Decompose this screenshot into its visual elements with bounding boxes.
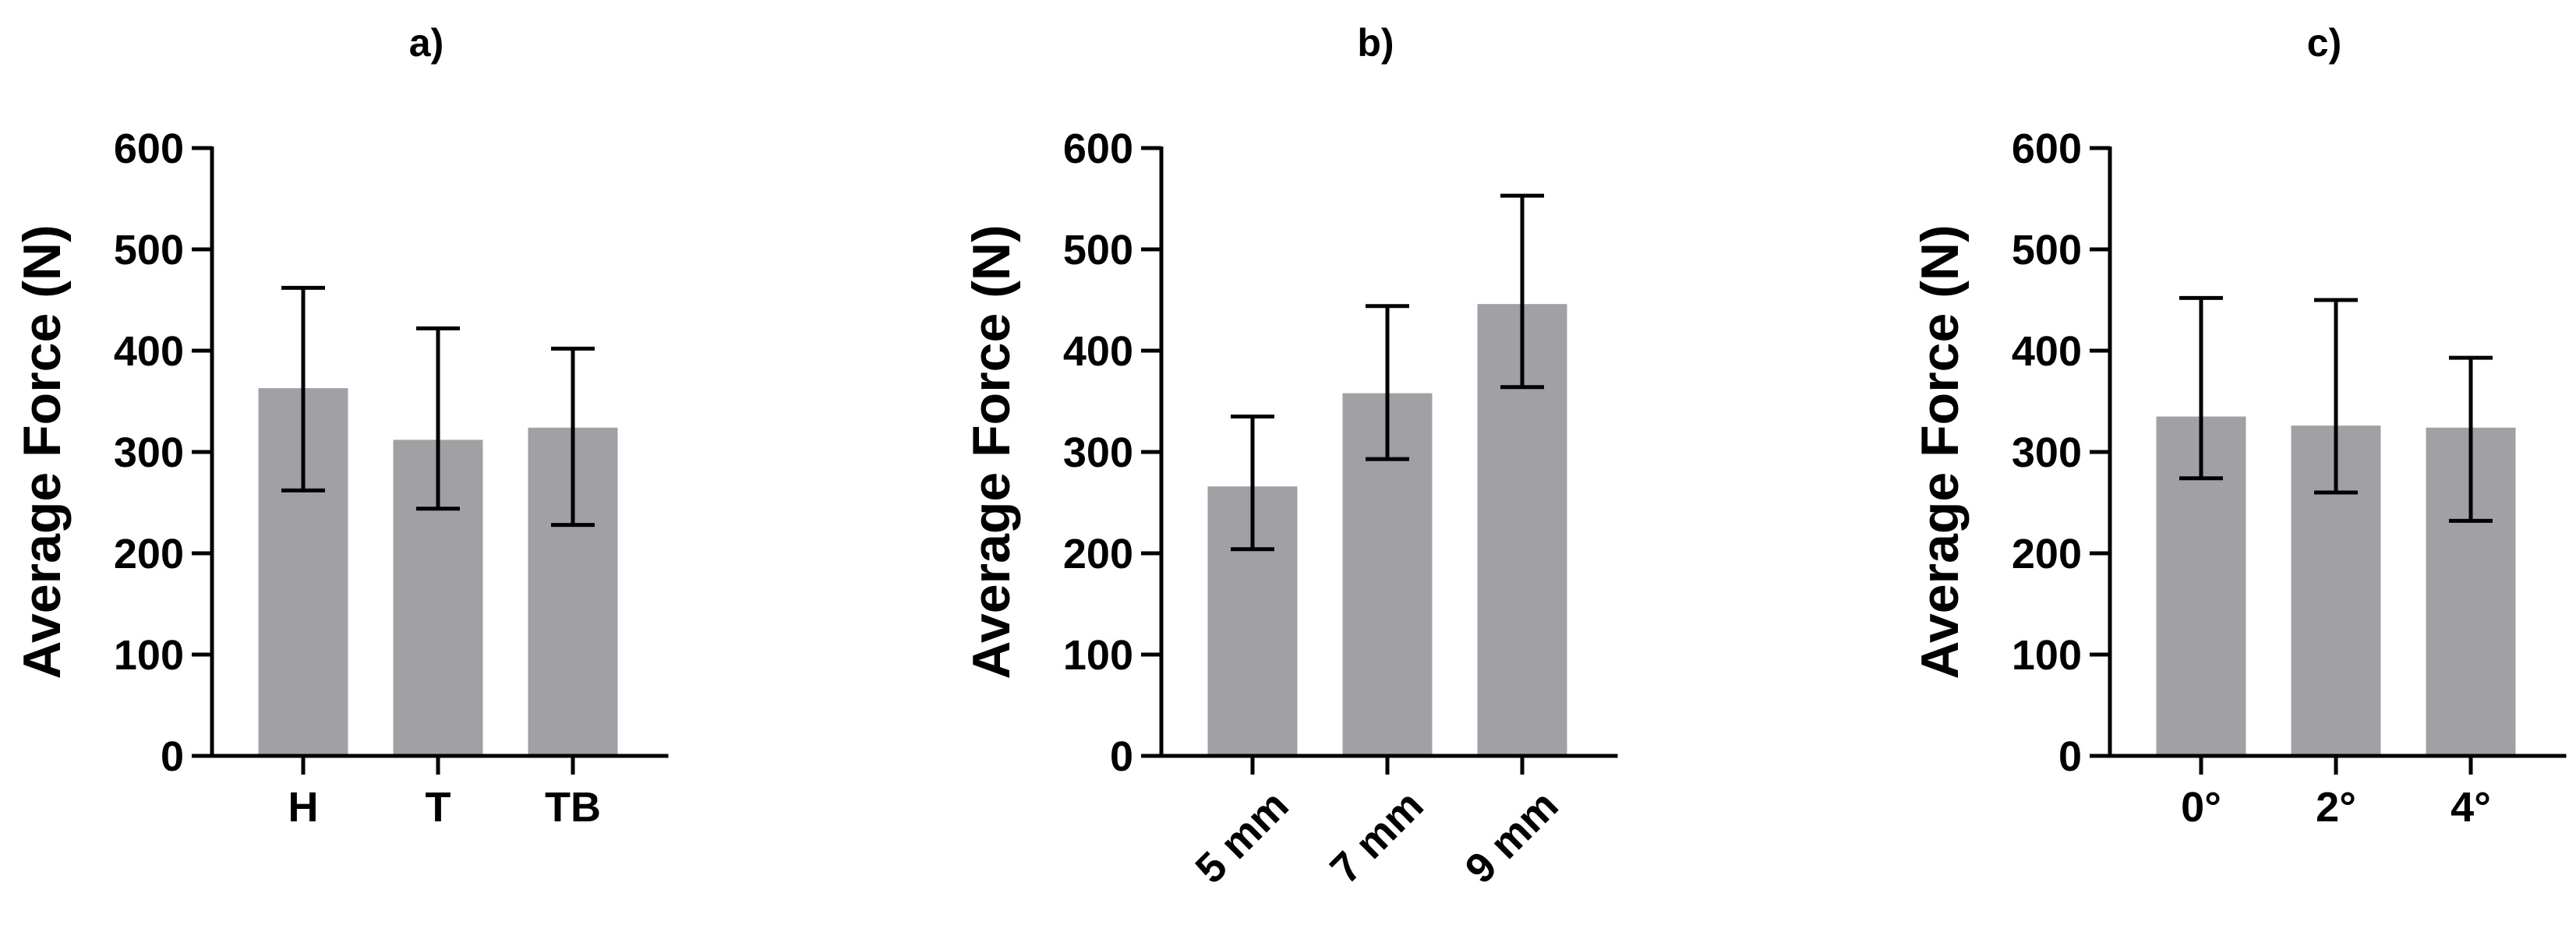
y-tick-label: 500: [1063, 227, 1133, 274]
x-category-label: 0°: [2181, 784, 2221, 831]
y-tick-label: 400: [2012, 328, 2082, 375]
y-tick-label: 600: [1063, 125, 1133, 172]
y-tick-label: 200: [1063, 531, 1133, 577]
y-tick-label: 300: [114, 429, 184, 476]
y-tick-label: 0: [161, 733, 184, 780]
panel-title: c): [2307, 21, 2341, 65]
panel-title: a): [409, 21, 443, 65]
x-category-label: 4°: [2451, 784, 2491, 831]
panel-title: b): [1357, 21, 1394, 65]
x-category-label: 7 mm: [1321, 782, 1432, 892]
y-tick-label: 400: [1063, 328, 1133, 375]
x-category-label: T: [426, 784, 451, 831]
x-category-label: 5 mm: [1186, 782, 1297, 892]
y-tick-label: 100: [2012, 632, 2082, 679]
y-tick-label: 0: [2058, 733, 2082, 780]
x-category-label: H: [288, 784, 319, 831]
y-tick-label: 300: [2012, 429, 2082, 476]
y-tick-label: 600: [114, 125, 184, 172]
x-category-label: TB: [545, 784, 601, 831]
y-axis-label: Average Force (N): [1910, 224, 1970, 679]
y-tick-label: 200: [114, 531, 184, 577]
y-axis-label: Average Force (N): [962, 224, 1021, 679]
y-tick-label: 500: [2012, 227, 2082, 274]
y-tick-label: 0: [1110, 733, 1133, 780]
x-category-label: 2°: [2316, 784, 2356, 831]
y-tick-label: 600: [2012, 125, 2082, 172]
y-tick-label: 500: [114, 227, 184, 274]
y-tick-label: 400: [114, 328, 184, 375]
y-tick-label: 100: [1063, 632, 1133, 679]
y-tick-label: 200: [2012, 531, 2082, 577]
y-tick-label: 300: [1063, 429, 1133, 476]
y-tick-label: 100: [114, 632, 184, 679]
y-axis-label: Average Force (N): [12, 224, 72, 679]
x-category-label: 9 mm: [1456, 782, 1567, 892]
